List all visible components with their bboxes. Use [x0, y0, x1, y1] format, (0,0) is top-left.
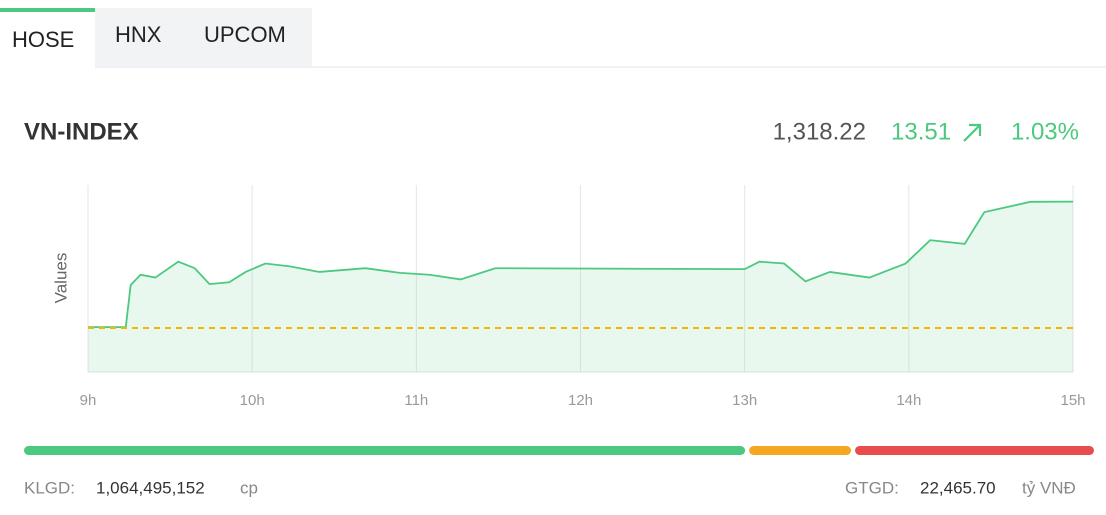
area: [88, 201, 1073, 372]
volume-label: KLGD:: [24, 478, 75, 497]
x-tick-label: 13h: [732, 392, 757, 409]
tab-bar: [95, 8, 312, 66]
breadth-segment: [855, 446, 1094, 455]
index-change: 13.51: [891, 118, 951, 145]
up-arrow: [963, 123, 982, 142]
tab[interactable]: UPCOM: [204, 22, 286, 47]
y-axis-label: Values: [51, 253, 70, 304]
turnover-value: 22,465.70: [920, 478, 996, 497]
turnover-unit: tỷ VNĐ: [1022, 478, 1076, 497]
volume-value: 1,064,495,152: [96, 478, 205, 497]
tab-active-bg: [0, 8, 95, 67]
index-change-percent: 1.03%: [1011, 118, 1079, 145]
line: [88, 200, 1074, 329]
x-tick-label: 12h: [568, 392, 593, 409]
x-tick-label: 14h: [896, 392, 921, 409]
volume-unit: cp: [240, 478, 258, 497]
breadth-segment: [749, 446, 852, 455]
x-tick-label: 15h: [1060, 392, 1085, 409]
index-value: 1,318.22: [773, 118, 866, 145]
x-tick-label: 9h: [80, 392, 97, 409]
x-tick-label: 11h: [404, 392, 428, 409]
turnover-label: GTGD:: [845, 478, 899, 497]
tab-active-indicator: [0, 8, 95, 12]
tab[interactable]: HNX: [115, 22, 162, 47]
breadth-segment: [24, 446, 746, 455]
tab[interactable]: HOSE: [12, 27, 74, 52]
index-name: VN-INDEX: [24, 118, 139, 145]
x-tick-label: 10h: [240, 392, 265, 409]
